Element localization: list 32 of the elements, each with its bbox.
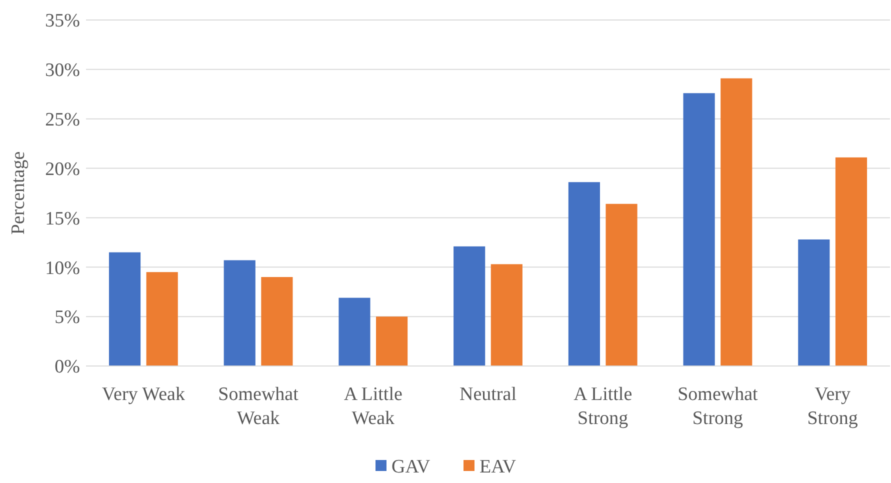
x-tick-label: Very Strong bbox=[807, 384, 858, 429]
y-axis-title: Percentage bbox=[8, 151, 29, 235]
x-tick-label: A Little Weak bbox=[344, 384, 402, 429]
x-tick-label: Somewhat Strong bbox=[678, 384, 759, 429]
bar bbox=[224, 260, 256, 366]
y-tick-label: 10% bbox=[45, 258, 80, 279]
bar bbox=[490, 264, 522, 366]
bar bbox=[108, 252, 141, 366]
bar bbox=[720, 78, 752, 366]
x-tick-label: Neutral bbox=[460, 384, 516, 405]
bar bbox=[606, 204, 638, 366]
y-tick-label: 35% bbox=[45, 10, 80, 32]
x-tick-label: Somewhat Weak bbox=[218, 384, 300, 429]
y-tick-label: 30% bbox=[45, 60, 80, 82]
bar bbox=[261, 277, 293, 366]
bar bbox=[683, 93, 715, 366]
bar bbox=[835, 157, 868, 366]
y-tick-label: 25% bbox=[45, 110, 80, 131]
bar bbox=[454, 246, 486, 366]
y-tick-label: 15% bbox=[45, 208, 80, 230]
bar bbox=[798, 239, 830, 366]
x-tick-label: Very Weak bbox=[102, 384, 186, 405]
y-tick-label: 5% bbox=[54, 307, 80, 328]
y-tick-label: 20% bbox=[45, 158, 80, 180]
y-tick-label: 0% bbox=[54, 356, 80, 378]
legend-label: EAV bbox=[480, 456, 516, 478]
bar bbox=[568, 182, 600, 366]
bar bbox=[376, 316, 408, 366]
x-tick-label: A Little Strong bbox=[574, 384, 632, 429]
legend-label: GAV bbox=[392, 456, 430, 478]
bar bbox=[146, 272, 178, 366]
bar bbox=[338, 298, 370, 366]
